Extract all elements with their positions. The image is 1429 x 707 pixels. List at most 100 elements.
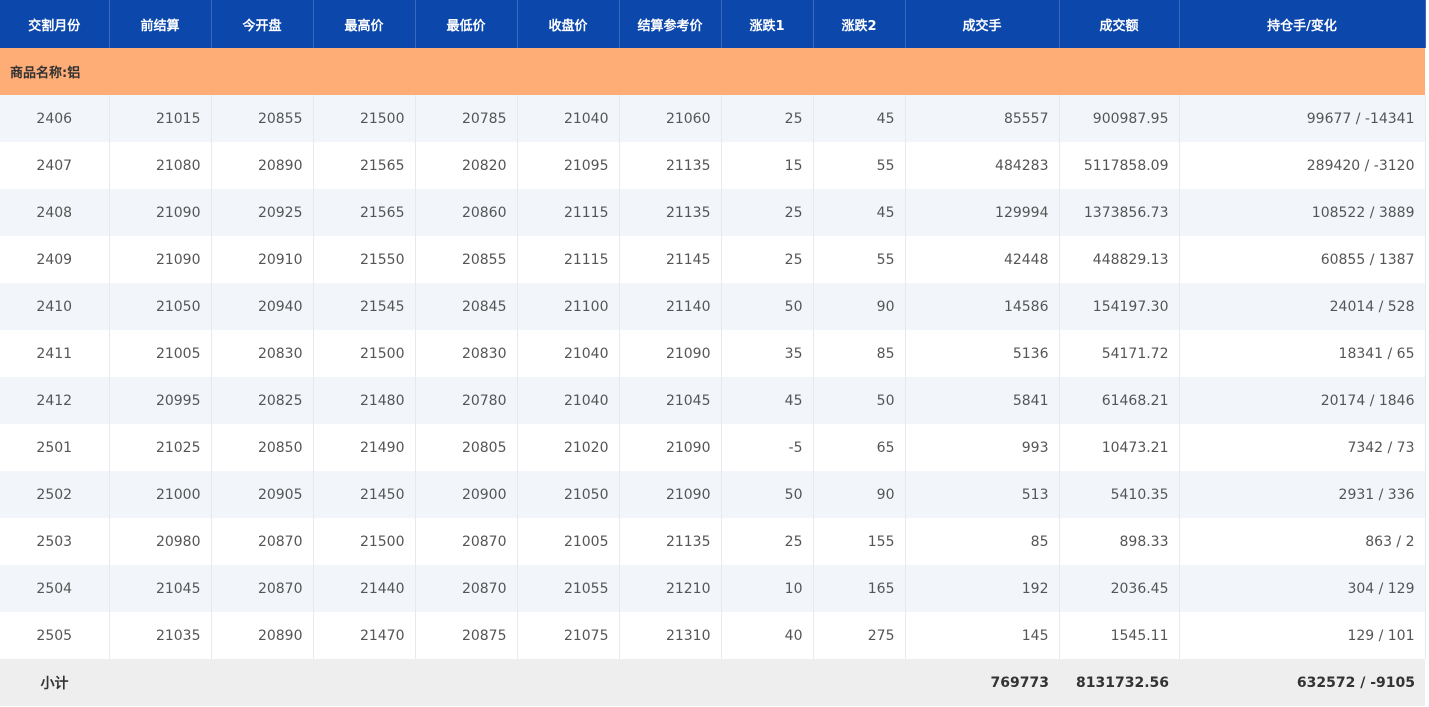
empty-cell <box>415 659 517 706</box>
cell: 90 <box>813 471 906 518</box>
empty-cell <box>619 659 721 706</box>
cell: 21090 <box>619 330 722 377</box>
cell: 2931 / 336 <box>1179 471 1426 518</box>
data-row: 2406 21015 20855 21500 20785 21040 21060 25 45 85… <box>0 95 1426 142</box>
cell: 484283 <box>905 142 1060 189</box>
data-row: 2501 21025 20850 21490 20805 21020 21090 -5 65 99… <box>0 424 1426 471</box>
cell: 21500 <box>313 518 416 565</box>
cell: -5 <box>721 424 814 471</box>
cell: 21565 <box>313 189 416 236</box>
cell: 21040 <box>517 330 620 377</box>
cell: 20820 <box>415 142 518 189</box>
subtotal-turnover: 8131732.56 <box>1059 659 1179 706</box>
cell: 2411 <box>0 330 110 377</box>
cell: 1545.11 <box>1059 612 1180 659</box>
cell: 513 <box>905 471 1060 518</box>
empty-cell <box>211 659 313 706</box>
column-header: 持仓手/变化 <box>1179 0 1426 48</box>
cell: 129994 <box>905 189 1060 236</box>
cell: 21090 <box>109 189 212 236</box>
cell: 21100 <box>517 283 620 330</box>
cell: 7342 / 73 <box>1179 424 1426 471</box>
cell: 55 <box>813 236 906 283</box>
cell: 20860 <box>415 189 518 236</box>
subtotal-row: 小计 769773 8131732.56 632572 / -9105 <box>0 659 1425 706</box>
data-row: 2503 20980 20870 21500 20870 21005 21135 25 155 8… <box>0 518 1426 565</box>
cell: 25 <box>721 95 814 142</box>
cell: 2408 <box>0 189 110 236</box>
cell: 145 <box>905 612 1060 659</box>
cell: 1373856.73 <box>1059 189 1180 236</box>
cell: 5136 <box>905 330 1060 377</box>
cell: 21020 <box>517 424 620 471</box>
cell: 45 <box>721 377 814 424</box>
column-header: 成交手 <box>905 0 1060 48</box>
column-header: 最高价 <box>313 0 416 48</box>
cell: 20785 <box>415 95 518 142</box>
cell: 45 <box>813 189 906 236</box>
cell: 35 <box>721 330 814 377</box>
cell: 25 <box>721 189 814 236</box>
cell: 21040 <box>517 377 620 424</box>
cell: 21025 <box>109 424 212 471</box>
cell: 50 <box>721 283 814 330</box>
cell: 21550 <box>313 236 416 283</box>
cell: 20174 / 1846 <box>1179 377 1426 424</box>
cell: 21490 <box>313 424 416 471</box>
cell: 993 <box>905 424 1060 471</box>
header-row: 交割月份 前结算 今开盘 最高价 最低价 收盘价 结算参考价 涨跌1 涨跌2 成交手 成交额 持仓手/… <box>0 0 1426 48</box>
cell: 21500 <box>313 330 416 377</box>
cell: 154197.30 <box>1059 283 1180 330</box>
cell: 20995 <box>109 377 212 424</box>
cell: 21135 <box>619 518 722 565</box>
cell: 21545 <box>313 283 416 330</box>
cell: 20825 <box>211 377 314 424</box>
cell: 20805 <box>415 424 518 471</box>
cell: 20850 <box>211 424 314 471</box>
cell: 129 / 101 <box>1179 612 1426 659</box>
empty-cell <box>109 659 211 706</box>
empty-cell <box>721 659 813 706</box>
cell: 20910 <box>211 236 314 283</box>
cell: 50 <box>721 471 814 518</box>
section-row: 商品名称:铝 <box>0 48 1425 95</box>
cell: 275 <box>813 612 906 659</box>
cell: 60855 / 1387 <box>1179 236 1426 283</box>
cell: 863 / 2 <box>1179 518 1426 565</box>
cell: 21565 <box>313 142 416 189</box>
cell: 21140 <box>619 283 722 330</box>
cell: 65 <box>813 424 906 471</box>
cell: 54171.72 <box>1059 330 1180 377</box>
empty-cell <box>813 659 905 706</box>
cell: 165 <box>813 565 906 612</box>
cell: 2501 <box>0 424 110 471</box>
cell: 20940 <box>211 283 314 330</box>
subtotal-label: 小计 <box>0 659 109 706</box>
cell: 21135 <box>619 142 722 189</box>
data-row: 2504 21045 20870 21440 20870 21055 21210 10 165 1… <box>0 565 1426 612</box>
cell: 50 <box>813 377 906 424</box>
cell: 45 <box>813 95 906 142</box>
data-row: 2505 21035 20890 21470 20875 21075 21310 40 275 1… <box>0 612 1426 659</box>
cell: 20875 <box>415 612 518 659</box>
cell: 14586 <box>905 283 1060 330</box>
cell: 21115 <box>517 236 620 283</box>
cell: 2406 <box>0 95 110 142</box>
cell: 5117858.09 <box>1059 142 1180 189</box>
cell: 20980 <box>109 518 212 565</box>
cell: 20890 <box>211 612 314 659</box>
cell: 21115 <box>517 189 620 236</box>
cell: 21005 <box>517 518 620 565</box>
cell: 20890 <box>211 142 314 189</box>
cell: 15 <box>721 142 814 189</box>
cell: 85 <box>813 330 906 377</box>
cell: 55 <box>813 142 906 189</box>
cell: 21450 <box>313 471 416 518</box>
cell: 21045 <box>619 377 722 424</box>
subtotal-volume: 769773 <box>905 659 1059 706</box>
cell: 21000 <box>109 471 212 518</box>
cell: 90 <box>813 283 906 330</box>
cell: 2412 <box>0 377 110 424</box>
cell: 21145 <box>619 236 722 283</box>
